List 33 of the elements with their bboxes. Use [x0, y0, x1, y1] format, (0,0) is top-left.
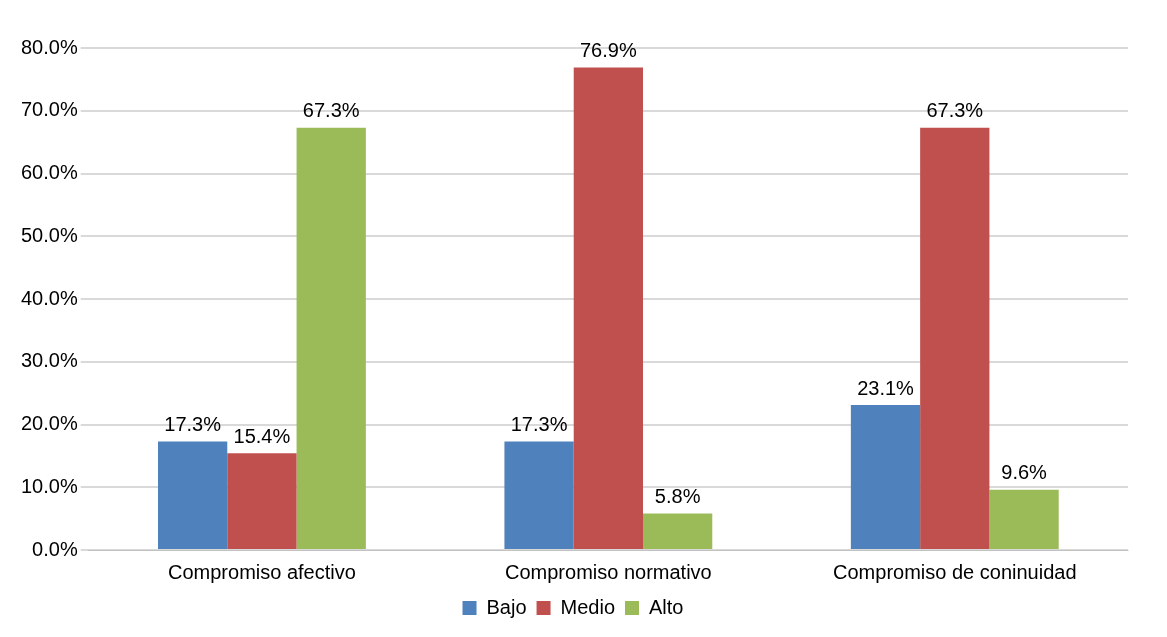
- x-tick-label: Compromiso afectivo: [168, 560, 356, 583]
- data-label: 76.9%: [580, 38, 637, 61]
- bar: [504, 441, 574, 549]
- data-label: 67.3%: [926, 99, 984, 122]
- bar: [643, 513, 713, 549]
- bar: [920, 127, 990, 549]
- y-tick-label: 30.0%: [20, 349, 78, 372]
- bar: [296, 127, 366, 549]
- y-tick-label: 10.0%: [20, 474, 78, 497]
- data-label: 15.4%: [233, 424, 291, 447]
- x-tick-label: Compromiso normativo: [504, 560, 712, 583]
- bar: [850, 405, 921, 549]
- data-label: 17.3%: [510, 412, 568, 435]
- data-label: 67.3%: [302, 99, 360, 122]
- y-tick-label: 50.0%: [20, 223, 78, 246]
- legend-label: Bajo: [486, 595, 527, 618]
- y-tick-label: 70.0%: [20, 98, 78, 121]
- y-tick-label: 20.0%: [20, 412, 78, 435]
- bar: [573, 67, 643, 549]
- y-tick-label: 80.0%: [20, 35, 78, 58]
- data-label: 23.1%: [857, 376, 915, 399]
- y-tick-label: 40.0%: [20, 286, 78, 309]
- x-tick-label: Compromiso de coninuidad: [833, 560, 1077, 583]
- bar: [989, 489, 1059, 549]
- y-tick-label: 60.0%: [20, 161, 78, 184]
- y-tick-label: 0.0%: [32, 537, 78, 560]
- data-label: 9.6%: [1001, 461, 1048, 484]
- data-label: 5.8%: [654, 485, 701, 508]
- bar: [158, 441, 228, 549]
- legend-label: Alto: [649, 595, 684, 618]
- legend-label: Medio: [560, 595, 616, 618]
- data-label: 17.3%: [164, 412, 222, 435]
- bar: [227, 453, 297, 549]
